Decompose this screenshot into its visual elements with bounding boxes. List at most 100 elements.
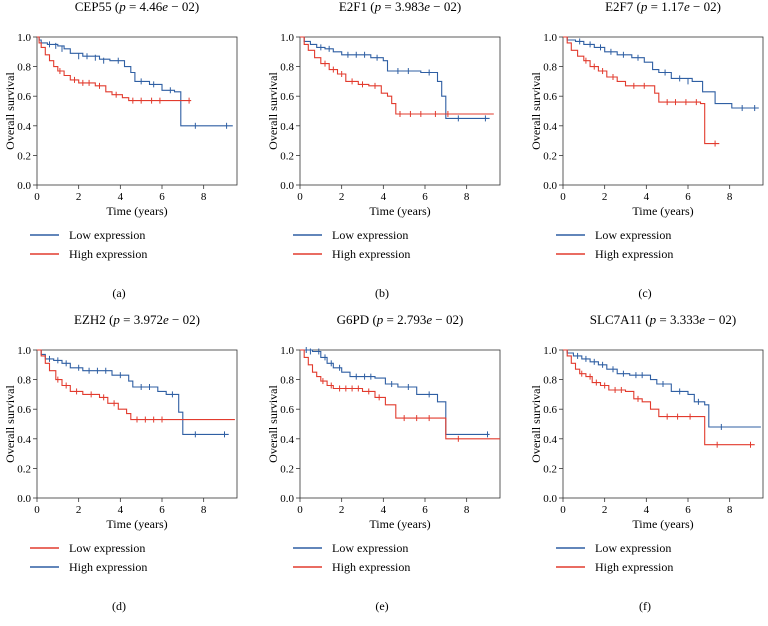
x-axis-label: Time (years)	[106, 517, 167, 531]
x-tick-label: 8	[201, 191, 207, 203]
title-title-p-var: p	[374, 0, 382, 14]
y-tick-label: 0.4	[543, 121, 557, 133]
title-title-gene: E2F1	[339, 0, 367, 14]
x-tick-label: 8	[727, 191, 733, 203]
y-tick-label: 0.6	[280, 91, 294, 103]
title-title-p-close: − 02)	[690, 0, 721, 14]
y-tick-label: 0.8	[280, 375, 294, 387]
curve-high-expression	[37, 36, 192, 102]
curve-low-expression	[37, 349, 235, 421]
panel-title: G6PD (p = 2.793e − 02)	[337, 312, 464, 327]
y-tick-label: 0.0	[280, 493, 294, 505]
x-tick-label: 8	[727, 504, 733, 516]
x-tick-label: 0	[560, 191, 566, 203]
title-title-p-var: p	[376, 312, 384, 327]
y-tick-label: 0.0	[543, 493, 557, 505]
legend-label: Low expression	[69, 541, 145, 555]
curve-low-expression	[37, 36, 233, 127]
title-title-p-open: (	[369, 312, 377, 327]
title-title-p-close: − 02)	[168, 0, 199, 14]
curve-high-expression	[563, 349, 755, 446]
curve-high-expression	[300, 349, 500, 440]
title-title-p-var: p	[112, 312, 120, 327]
legend-label: High expression	[332, 560, 410, 574]
plot-frame	[36, 36, 238, 186]
panel-title: E2F1 (p = 3.983e − 02)	[339, 0, 461, 14]
panel-e: G6PD (p = 2.793e − 02) 0.0 0.2 0.4 0.6 0.8 1.0…	[266, 312, 501, 613]
y-tick-label: 0.0	[280, 180, 294, 192]
x-axis-label: Time (years)	[369, 204, 430, 218]
title-title-p-mid: = 3.333	[656, 312, 699, 327]
title-title-p-var: p	[118, 0, 126, 14]
y-tick-label: 1.0	[280, 345, 294, 357]
legend-label: High expression	[69, 560, 147, 574]
x-tick-label: 0	[34, 504, 40, 516]
y-tick-label: 0.2	[280, 150, 294, 162]
y-tick-label: 0.6	[280, 404, 294, 416]
panel-caption: (e)	[375, 599, 388, 613]
title-title-p-mid: = 2.793	[383, 312, 426, 327]
plot-frame	[36, 349, 238, 499]
title-title-gene: E2F7	[605, 0, 634, 14]
panel-caption: (d)	[112, 599, 126, 613]
title-title-gene: CEP55	[75, 0, 112, 14]
y-tick-label: 0.0	[543, 180, 557, 192]
x-tick-label: 6	[422, 504, 428, 516]
y-tick-label: 1.0	[543, 32, 557, 44]
legend-label: High expression	[69, 247, 147, 261]
title-title-p-var: p	[640, 0, 648, 14]
x-tick-label: 2	[602, 191, 608, 203]
panel-a: CEP55 (p = 4.46e − 02) 0.0 0.2 0.4 0.6 0.8 1.0…	[3, 0, 238, 300]
x-axis-label: Time (years)	[106, 204, 167, 218]
legend-label: High expression	[595, 247, 673, 261]
panel-f: SLC7A11 (p = 3.333e − 02) 0.0 0.2 0.4 0.6 0.8…	[529, 312, 764, 613]
x-tick-label: 8	[464, 191, 470, 203]
panel-caption: (b)	[375, 286, 389, 300]
x-tick-label: 4	[118, 504, 124, 516]
x-tick-label: 2	[76, 504, 82, 516]
title-title-p-close: − 02)	[432, 312, 463, 327]
curve-low-expression	[300, 349, 490, 435]
title-title-p-close: − 02)	[430, 0, 461, 14]
y-tick-label: 0.6	[17, 91, 31, 103]
x-tick-label: 4	[381, 191, 387, 203]
panel-caption: (a)	[112, 286, 125, 300]
x-axis-label: Time (years)	[632, 204, 693, 218]
title-title-p-close: − 02)	[169, 312, 200, 327]
x-axis-label: Time (years)	[369, 517, 430, 531]
y-tick-label: 0.4	[543, 434, 557, 446]
x-axis-label: Time (years)	[632, 517, 693, 531]
y-tick-label: 1.0	[543, 345, 557, 357]
x-tick-label: 8	[464, 504, 470, 516]
x-tick-label: 4	[381, 504, 387, 516]
y-tick-label: 0.4	[280, 121, 294, 133]
y-axis-label: Overall survival	[529, 72, 543, 150]
panel-title: EZH2 (p = 3.972e − 02)	[74, 312, 200, 327]
panel-c: E2F7 (p = 1.17e − 02) 0.0 0.2 0.4 0.6 0.8 1.0 0…	[529, 0, 764, 300]
x-tick-label: 4	[644, 504, 650, 516]
legend-label: Low expression	[595, 228, 671, 242]
x-tick-label: 6	[159, 191, 165, 203]
title-title-p-mid: = 3.972	[120, 312, 163, 327]
y-tick-label: 0.6	[17, 404, 31, 416]
y-tick-label: 0.8	[17, 62, 31, 74]
title-title-gene: G6PD	[337, 312, 370, 327]
x-tick-label: 6	[422, 191, 428, 203]
title-title-p-open: (	[367, 0, 375, 14]
y-axis-label: Overall survival	[266, 385, 280, 463]
title-title-p-e: e	[162, 0, 168, 14]
panel-d: EZH2 (p = 3.972e − 02) 0.0 0.2 0.4 0.6 0.8 1.0…	[3, 312, 238, 613]
x-tick-label: 6	[159, 504, 165, 516]
x-tick-label: 6	[685, 191, 691, 203]
panel-caption: (f)	[639, 599, 651, 613]
title-title-p-var: p	[649, 312, 657, 327]
x-tick-label: 4	[118, 191, 124, 203]
y-axis-label: Overall survival	[3, 72, 17, 150]
legend-label: Low expression	[332, 228, 408, 242]
y-tick-label: 0.8	[17, 375, 31, 387]
y-tick-label: 0.8	[543, 62, 557, 74]
plot-frame	[299, 349, 501, 499]
curve-low-expression	[563, 36, 759, 109]
y-tick-label: 1.0	[17, 345, 31, 357]
